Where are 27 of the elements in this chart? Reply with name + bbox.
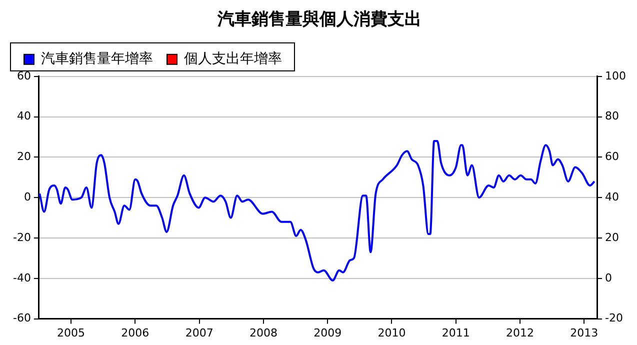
- x-tick-label: 2009: [314, 326, 342, 340]
- y2-tick-label: 60: [605, 150, 620, 164]
- y-tick-label: 0: [24, 190, 31, 204]
- x-tick-label: 2010: [378, 326, 406, 340]
- x-tick-label: 2013: [570, 326, 598, 340]
- y2-tick-label: -20: [605, 312, 623, 325]
- y2-tick-label: 100: [605, 69, 626, 82]
- legend-label: 汽車銷售量年增率: [41, 51, 153, 68]
- y-tick-label: 60: [16, 69, 31, 82]
- y-tick-label: -60: [13, 312, 31, 325]
- line-series: [38, 140, 596, 282]
- x-tick-label: 2008: [249, 326, 278, 340]
- y-tick-label: -20: [13, 230, 31, 244]
- x-tick-label: 2011: [442, 326, 470, 340]
- x-tick-label: 2012: [506, 326, 534, 340]
- y2-tick-label: 20: [605, 230, 620, 244]
- legend-label: 個人支出年增率: [184, 51, 282, 68]
- y-tick-label: 20: [16, 150, 31, 164]
- y-tick-label: 40: [16, 110, 31, 123]
- y-tick-label: -40: [13, 271, 31, 284]
- x-tick-label: 2006: [121, 326, 150, 340]
- y2-tick-label: 40: [605, 190, 620, 204]
- x-tick-label: 2005: [57, 326, 86, 340]
- chart-title: 汽車銷售量與個人消費支出: [216, 10, 422, 30]
- y2-tick-label: 80: [605, 110, 620, 123]
- x-tick-label: 2007: [185, 326, 214, 340]
- y2-tick-label: 0: [605, 271, 612, 284]
